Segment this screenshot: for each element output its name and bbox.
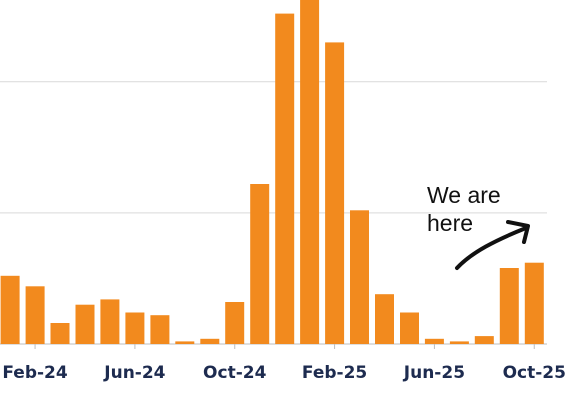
bar-may-25 — [400, 312, 419, 344]
bar-mar-24 — [50, 323, 70, 344]
bar-apr-25 — [375, 294, 394, 344]
bar-jun-25 — [424, 338, 444, 344]
x-tick-label-4: Feb-25 — [302, 363, 367, 383]
bar-jan-24 — [0, 275, 20, 344]
annotation-line-1: We are — [427, 182, 501, 208]
bar-oct-24 — [225, 302, 245, 344]
annotation-arrow — [455, 226, 528, 270]
bar-feb-24 — [25, 286, 45, 344]
bar-jul-25 — [449, 341, 469, 344]
bar-jun-24 — [125, 312, 145, 344]
bar-jan-25 — [300, 0, 320, 344]
bar-aug-25 — [474, 336, 494, 344]
bar-nov-24 — [250, 184, 270, 344]
bar-may-24 — [100, 299, 120, 344]
annotation-line-2: here — [427, 210, 473, 236]
x-tick-label-3: Oct-24 — [203, 363, 267, 383]
bar-feb-25 — [325, 42, 345, 345]
bar-sep-25 — [499, 268, 519, 344]
x-tick-label-2: Jun-24 — [103, 363, 165, 383]
x-tick-label-6: Oct-25 — [503, 363, 566, 383]
bar-oct-25 — [524, 262, 544, 344]
x-tick-label-5: Jun-25 — [403, 363, 465, 383]
bar-dec-24 — [275, 13, 295, 344]
annotation: We are here — [427, 182, 530, 270]
x-tick-label-1: Feb-24 — [2, 363, 68, 383]
bar-apr-24 — [75, 304, 95, 344]
bar-sep-24 — [200, 338, 220, 344]
bar-aug-24 — [175, 341, 195, 344]
bar-mar-25 — [350, 210, 369, 344]
bar-jul-24 — [150, 315, 170, 344]
annotation-arrowhead — [506, 220, 530, 244]
